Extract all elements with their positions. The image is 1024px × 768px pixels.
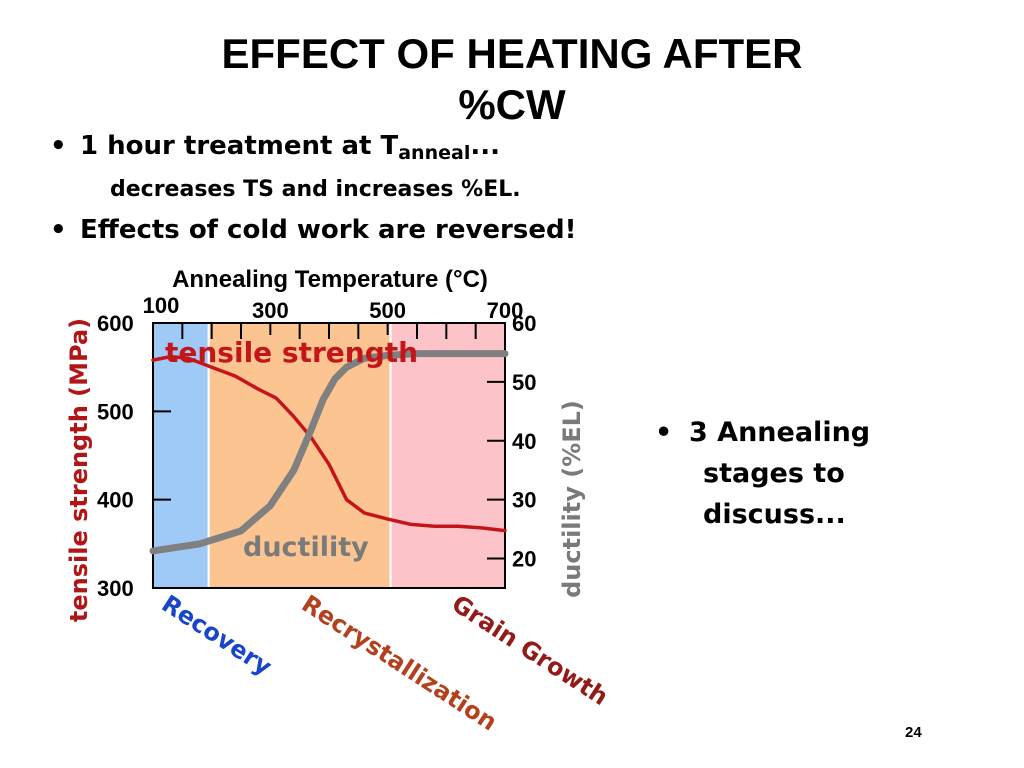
region-grain-growth xyxy=(389,322,507,589)
x-tick-label: 300 xyxy=(252,298,289,323)
bullet-1: • 1 hour treatment at Tanneal... xyxy=(50,130,500,169)
y-right-tick-label: 30 xyxy=(512,488,536,513)
bullet-3-line-3: discuss... xyxy=(703,499,846,530)
bullet-3: • 3 Annealing stages to discuss... xyxy=(655,412,870,535)
series-ductility xyxy=(149,350,509,555)
y-right-tick-label: 40 xyxy=(512,429,536,454)
y-right-tick-label: 20 xyxy=(512,547,536,572)
x-tick-label: 100 xyxy=(143,293,180,318)
series-label-tensile-strength: tensile strength xyxy=(165,336,418,369)
title-line-1: EFFECT OF HEATING AFTER xyxy=(221,30,803,77)
y-left-tick-label: 600 xyxy=(97,311,134,336)
region-label-recovery: Recovery xyxy=(157,590,277,682)
slide-title: EFFECT OF HEATING AFTER %CW xyxy=(112,28,912,130)
y-left-tick-label: 500 xyxy=(97,399,134,424)
bullet-1-ellipsis: ... xyxy=(470,131,500,161)
y-left-tick-label: 300 xyxy=(97,576,134,601)
bullet-2: • Effects of cold work are reversed! xyxy=(50,214,576,246)
y-left-axis-label: tensile strength (MPa) xyxy=(65,318,93,622)
series-label-ductility: ductility xyxy=(243,532,369,563)
series-tensile-strength xyxy=(151,354,507,533)
y-right-tick-label: 60 xyxy=(512,311,536,336)
bullet-3-line-1: • 3 Annealing xyxy=(655,417,870,448)
y-right-axis-label: ductility (%EL) xyxy=(558,400,586,598)
anneal-subscript: anneal xyxy=(398,142,471,164)
x-tick-label: 700 xyxy=(487,298,524,323)
bullet-2-text: Effects of cold work are reversed! xyxy=(80,215,577,245)
bullet-1-continuation: decreases TS and increases %EL. xyxy=(110,177,521,202)
chart-title: Annealing Temperature (°C) xyxy=(172,266,488,293)
x-tick-label: 500 xyxy=(369,298,406,323)
bullet-dot: • xyxy=(50,131,67,161)
y-left-tick-label: 400 xyxy=(97,488,134,513)
title-line-2: %CW xyxy=(458,81,566,128)
bullet-dot: • xyxy=(50,215,67,245)
bullet-3-line-2: stages to xyxy=(703,458,845,489)
page-number: 24 xyxy=(905,724,922,741)
bullet-1-text: 1 hour treatment at T xyxy=(80,131,399,161)
y-right-tick-label: 50 xyxy=(512,370,536,395)
bullet-dot: • xyxy=(655,417,673,448)
